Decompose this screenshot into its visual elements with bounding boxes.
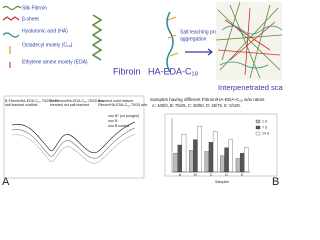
bar (181, 134, 187, 173)
bar (189, 150, 194, 173)
legend-icons (2, 5, 22, 68)
bar (220, 155, 225, 173)
legend-text: B* (no pongee) (115, 114, 139, 118)
fibroin-icon (91, 14, 103, 61)
process-label: aggregation (180, 36, 207, 42)
legend-swatch (255, 131, 261, 136)
bar (228, 139, 233, 173)
scaffold-image (215, 1, 283, 80)
bar (212, 131, 218, 173)
scaffold-label: Interpenetrated scaffold (218, 83, 283, 92)
spectra (11, 121, 136, 164)
x-axis-label: Samples (215, 180, 229, 184)
bar (235, 158, 241, 173)
legend-text: β-sheet (22, 16, 39, 22)
panel-a-frame (3, 95, 145, 179)
conjugate-icon (166, 11, 174, 73)
x-tick-label: D (225, 173, 228, 177)
bar (197, 125, 202, 173)
bar (204, 151, 210, 173)
caption: salt leached scaffold (5, 103, 38, 107)
x-tick-label: E (241, 173, 244, 177)
legend-text: Silk Fibroin (22, 5, 47, 11)
fibroin-label: Fibroin (113, 66, 141, 76)
panel-label: B (272, 176, 279, 188)
panel-b-ratios: A: 100/0, B: 75/25, C: 50/50, D: 25/75, … (152, 103, 241, 108)
caption: B-Fibroin/HA-EDA-C₁₈ 75/25 w/w (5, 99, 58, 103)
bar (244, 147, 249, 173)
legend-text: Hyaluronic acid (HA) (22, 28, 68, 34)
arrow (185, 48, 213, 56)
x-tick-label: B (194, 173, 197, 177)
bar-chart: A B C D E 1 d 7 d 14 d (171, 118, 269, 177)
caption: B control solid mixture (98, 99, 133, 103)
bar (239, 152, 245, 173)
legend-text: B control (115, 124, 129, 128)
x-tick-label: C (210, 173, 213, 177)
panel-label: A (2, 176, 10, 188)
legend-text: Octadecyl moiety (C₁₈) (22, 42, 73, 48)
caption: B* Fibroin/HA-EDA-C₁₈ 75/25 w/w (50, 99, 104, 103)
bar (173, 152, 178, 173)
bar (193, 139, 198, 173)
caption: Fibroin/HA-EDA-C₁₈ 75/25 w/w (98, 103, 148, 107)
conjugate-chains (167, 16, 179, 57)
legend-text: 7 d (262, 125, 267, 129)
legend-text: B (115, 119, 118, 123)
graphical-abstract: Silk Fibroin β-sheet Hyaluronic acid (HA… (2, 1, 283, 188)
bar (224, 147, 229, 173)
legend-swatch (255, 119, 261, 124)
legend-swatch (255, 125, 261, 130)
legend-text: 1 d (262, 119, 267, 123)
legend-text: 14 d (262, 131, 269, 135)
process-label: Salt leaching procedure (180, 29, 233, 35)
conjugate-label: HA-EDA-C₁₈ (148, 66, 199, 76)
bar (208, 142, 214, 173)
panel-b-title: Samples having different Fibroin/HA-EDA-… (150, 97, 265, 102)
legend-text: Ethylene amine moiety (EDA) (22, 59, 88, 65)
x-tick-label: A (179, 173, 182, 177)
caption: blended not salt leached (50, 103, 89, 107)
spectra-legend-keys (108, 115, 114, 127)
bar (177, 144, 183, 173)
